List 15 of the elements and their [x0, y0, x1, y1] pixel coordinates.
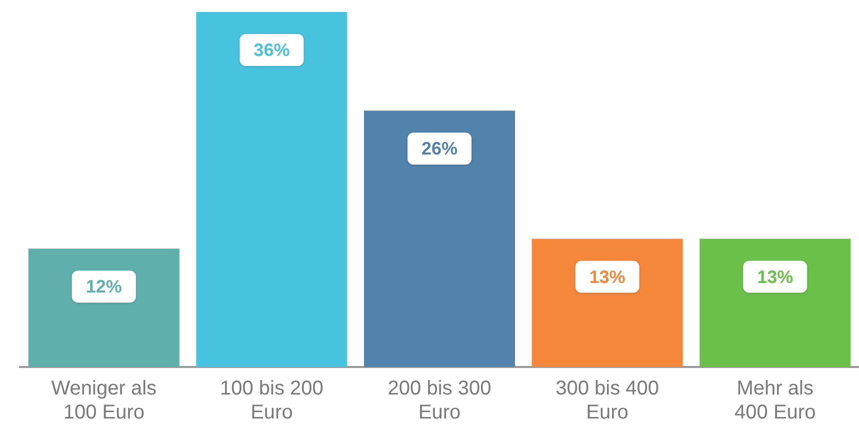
x-tick-label: 100 bis 200 Euro [220, 378, 324, 424]
bar [196, 12, 348, 367]
bar [364, 110, 516, 367]
x-tick-label: Weniger als 100 Euro [51, 378, 157, 424]
bar [700, 238, 851, 367]
x-tick-label: 200 bis 300 Euro [388, 378, 492, 424]
data-label: 13% [757, 266, 794, 287]
data-label: 36% [254, 40, 290, 60]
data-label: 13% [589, 266, 626, 287]
x-tick-label: Mehr als 400 Euro [734, 378, 816, 424]
x-tick-label: 300 bis 400 Euro [556, 378, 660, 424]
data-label: 26% [421, 138, 458, 159]
bar [532, 238, 683, 367]
bar [28, 248, 180, 367]
data-label: 12% [86, 276, 122, 297]
